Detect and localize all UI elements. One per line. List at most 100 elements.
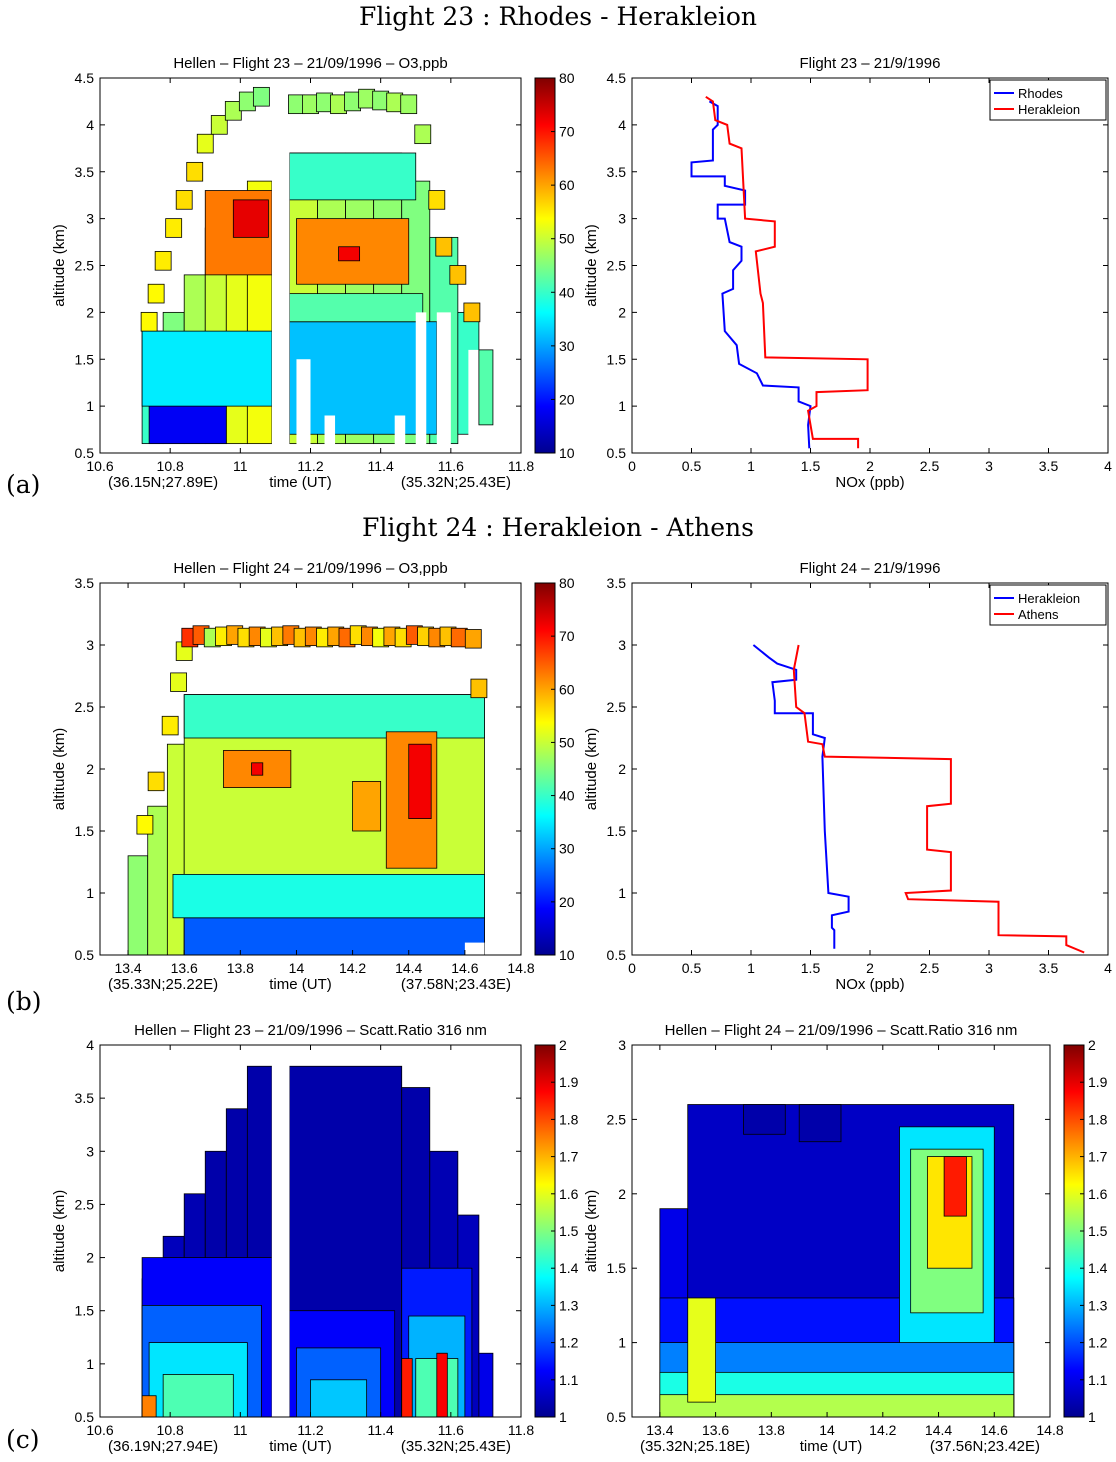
x-tick-label: 11 [233,458,248,474]
plot-area [632,583,1108,955]
colorbar-tick-label: 1.5 [1088,1223,1108,1239]
plot-marks [141,1045,494,1417]
isolated-cell [449,265,467,285]
chart-title: Hellen – Flight 23 – 21/09/1996 – Scatt.… [134,1022,487,1039]
x-tick-label: 10.6 [86,1422,113,1438]
x-tick-label: 10.8 [157,458,184,474]
isolated-cell [435,236,453,257]
legend-label: Rhodes [1018,86,1063,101]
x-tick-label: 0 [628,458,636,474]
x-tick-label: 0.5 [682,458,702,474]
x-tick-label: 14.2 [339,960,366,976]
colorbar-tick-label: 60 [559,177,575,193]
colorbar-tick-label: 1.9 [1088,1074,1108,1090]
y-tick-label: 2 [86,304,94,320]
colorbar-tick-label: 40 [559,284,575,300]
x-tick-label: 11.6 [438,458,464,474]
x-tick-label: 11.6 [438,1422,464,1438]
x-tick-label: 14.4 [925,1422,952,1438]
heatmap-cell [943,1156,967,1217]
y-tick-label: 3 [86,1143,94,1159]
data-gap [271,1045,290,1417]
x-tick-label: 11.4 [368,458,394,474]
y-tick-label: 0.5 [607,445,627,461]
y-tick-label: 3.5 [75,1090,95,1106]
location-note-start: (36.15N;27.89E) [108,474,218,490]
y-tick-label: 1 [618,1335,626,1351]
location-note-start: (35.33N;25.22E) [108,976,218,993]
y-tick-label: 4 [86,1037,94,1053]
colorbar-tick-label: 60 [559,681,575,697]
heatmap-cell [172,873,485,919]
isolated-cell [147,771,165,792]
y-tick-label: 2.5 [607,1111,627,1127]
isolated-cell [140,311,158,332]
y-axis-label: altitude (km) [51,224,68,307]
heatmap-cell [408,743,432,819]
x-tick-label: 2 [866,458,874,474]
x-tick-label: 1 [747,960,755,976]
x-tick-label: 11.2 [297,1422,323,1438]
colorbar-tick-label: 70 [559,124,575,140]
y-tick-label: 2.5 [75,699,95,715]
series-line-rhodes [690,100,812,449]
heatmap-cell [148,405,227,445]
colorbar-tick-label: 1.2 [559,1335,579,1351]
colorbar-tick-label: 1.3 [1088,1297,1108,1313]
isolated-cell [464,629,482,649]
colorbar-tick-label: 1.1 [1088,1372,1108,1388]
isolated-cell [386,92,404,113]
sr-flight23-chart: Hellen – Flight 23 – 21/09/1996 – Scatt.… [51,1022,579,1455]
isolated-cell [400,94,418,115]
colorbar-tick-label: 30 [559,338,575,354]
y-tick-label: 0.5 [607,947,627,963]
x-tick-label: 1 [747,458,755,474]
y-tick-label: 1.5 [607,351,627,367]
x-tick-label: 11 [233,1422,248,1438]
isolated-cell [147,283,165,304]
sr-flight24-chart: Hellen – Flight 24 – 21/09/1996 – Scatt.… [583,1022,1108,1455]
colorbar-tick-label: 1.4 [559,1260,579,1276]
x-tick-label: 1.5 [801,458,821,474]
y-axis-label: altitude (km) [51,728,68,811]
x-tick-label: 14.6 [981,1422,1008,1438]
empty-region [324,415,336,453]
o3-flight24-chart: Hellen – Flight 24 – 21/09/1996 – O3,ppb… [51,560,575,993]
x-tick-label: 3 [985,458,993,474]
y-tick-label: 0.5 [75,1409,95,1425]
y-tick-label: 3.5 [75,575,95,591]
x-tick-label: 2.5 [920,960,940,976]
heatmap-cell [223,749,292,788]
y-tick-label: 2.5 [607,258,627,274]
colorbar-tick-label: 50 [559,734,575,750]
y-tick-label: 4 [86,117,94,133]
chart-title: Hellen – Flight 24 – 21/09/1996 – O3,ppb [173,560,447,577]
y-tick-label: 3 [86,211,94,227]
colorbar-tick-label: 10 [559,947,575,963]
heatmap-cell [352,780,382,832]
chart-title: Hellen – Flight 23 – 21/09/1996 – O3,ppb [173,55,447,72]
heatmap-cell [183,694,485,739]
section-title-flight24: Flight 24 : Herakleion - Athens [362,513,754,542]
x-tick-label: 14 [819,1422,835,1438]
isolated-cell [175,190,193,210]
x-axis-label: time (UT) [269,1438,332,1455]
y-tick-label: 4.5 [75,70,95,86]
x-tick-label: 4 [1104,458,1112,474]
colorbar-tick-label: 20 [559,391,575,407]
location-note-end: (37.58N;23.43E) [401,976,511,993]
isolated-cell [302,94,319,115]
y-tick-label: 1 [86,1356,94,1372]
isolated-cell [330,94,347,115]
panel-label-b: (b) [6,987,42,1016]
isolated-cell [224,101,242,121]
x-tick-label: 14.2 [869,1422,896,1438]
heatmap-cell [162,1374,234,1417]
isolated-cell [165,218,183,238]
heatmap-cell [141,1395,157,1417]
heatmap-cell [478,1352,494,1417]
y-tick-label: 1.5 [75,1303,95,1319]
isolated-cell [463,302,481,323]
x-tick-label: 2 [866,960,874,976]
